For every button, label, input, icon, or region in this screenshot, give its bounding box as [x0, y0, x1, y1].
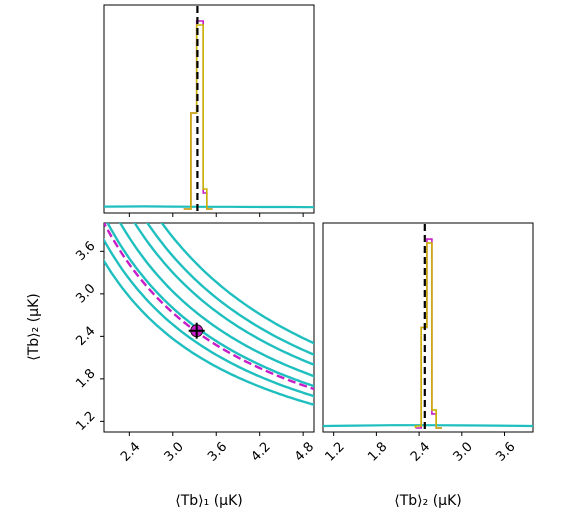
marginal-tb2-x-tick-label-0: 1.2 [322, 439, 347, 464]
joint-contour-plot [104, 223, 314, 407]
marginal-hist-tb2-panel: 1.2 1.8 2.4 3.0 3.6 ⟨Tb⟩₂ (μK) [322, 222, 534, 509]
joint-x-tick-label-4: 4.8 [292, 439, 317, 464]
joint-x-tick-label-0: 2.4 [118, 439, 143, 464]
joint-contour-panel: 2.4 3.0 3.6 4.2 4.8 1.2 1.8 2.4 3.0 3.6 ⟨Tb⟩₁ (μ… [26, 222, 317, 509]
joint-x-tick-label-2: 3.6 [205, 439, 230, 464]
marginal-tb2-series-2 [414, 242, 442, 429]
marginal-tb1-series-0 [103, 205, 315, 209]
joint-y-tick-label-2: 2.4 [73, 324, 98, 349]
contour-level-2 [106, 223, 314, 388]
joint-y-tick-label-4: 3.6 [73, 239, 98, 264]
marginal-hist-tb2-frame [322, 222, 534, 433]
marginal-tb2-x-tick-label-3: 3.0 [451, 439, 476, 464]
joint-y-ticks: 1.2 1.8 2.4 3.0 3.6 [73, 239, 104, 434]
marginal-tb2-x-tick-label-1: 1.8 [365, 439, 390, 464]
marginal-tb2-x-tick-label-4: 3.6 [493, 439, 518, 464]
marginal-tb2-x-ticks: 1.2 1.8 2.4 3.0 3.6 [322, 432, 519, 465]
joint-x-tick-label-1: 3.0 [162, 439, 187, 464]
joint-x-ticks: 2.4 3.0 3.6 4.2 4.8 [118, 432, 317, 465]
marginal-tb2-series-0 [322, 424, 534, 428]
joint-x-tick-label-3: 4.2 [249, 439, 274, 464]
contour-level-5 [146, 223, 314, 356]
marginal-hist-tb1-frame [103, 4, 315, 214]
degeneracy-dashed-line [104, 223, 314, 391]
joint-y-tick-label-0: 1.2 [73, 409, 98, 434]
contour-level-1 [104, 237, 314, 398]
marginal-hist-tb1-plot [103, 6, 315, 217]
marginal-hist-tb1-panel [103, 4, 315, 217]
contour-level-6 [160, 223, 314, 345]
joint-y-tick-label-1: 1.8 [73, 366, 98, 391]
contour-level-4 [133, 223, 314, 366]
joint-y-axis-label: ⟨Tb⟩₂ (μK) [26, 293, 42, 360]
joint-y-tick-label-3: 3.0 [73, 281, 98, 306]
joint-contour-lines [104, 223, 314, 407]
contour-level-3 [118, 223, 314, 378]
joint-contour-frame [103, 222, 315, 433]
marginal-tb1-series-2 [183, 24, 213, 210]
joint-x-axis-label: ⟨Tb⟩₁ (μK) [175, 493, 242, 509]
marginal-tb2-x-axis-label: ⟨Tb⟩₂ (μK) [394, 493, 461, 509]
contour-level-0 [104, 258, 314, 407]
marginal-hist-tb2-plot [322, 224, 534, 431]
marginal-tb2-x-tick-label-2: 2.4 [408, 439, 433, 464]
